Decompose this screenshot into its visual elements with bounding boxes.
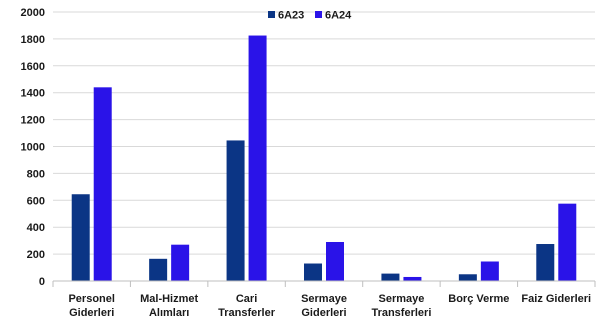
bar-6a23: [536, 244, 554, 281]
y-tick-label: 800: [27, 168, 45, 180]
y-tick-label: 1200: [21, 115, 45, 127]
bar-6a24: [326, 242, 344, 281]
legend-swatch-6a24: [315, 11, 322, 18]
bar-6a24: [481, 261, 499, 281]
x-category-label: Mal-Hizmet: [140, 293, 198, 305]
bar-6a23: [149, 259, 167, 281]
legend: 6A23 6A24: [268, 10, 352, 22]
x-category-label: Giderleri: [301, 307, 346, 319]
x-category-label: Cari: [236, 293, 257, 305]
bar-6a24: [94, 87, 112, 281]
y-axis: 0 200 400 600 800 1000 1200 1400 1600 1800 2000: [21, 7, 45, 288]
bar-6a23: [381, 274, 399, 281]
y-tick-label: 1800: [21, 34, 45, 46]
legend-label-6a23: 6A23: [278, 10, 304, 22]
y-tick-label: 0: [39, 276, 45, 288]
bar-6a23: [304, 264, 322, 281]
x-category-label: Transferler: [218, 307, 276, 319]
x-category-label: Faiz Giderleri: [521, 293, 591, 305]
y-tick-label: 400: [27, 222, 45, 234]
y-tick-label: 1400: [21, 88, 45, 100]
bar-6a24: [249, 36, 267, 281]
y-tick-label: 600: [27, 195, 45, 207]
bar-6a24: [171, 245, 189, 281]
legend-label-6a24: 6A24: [325, 10, 352, 22]
bars: [72, 36, 577, 281]
x-category-label: Personel: [68, 293, 114, 305]
bar-6a24: [403, 277, 421, 281]
x-category-label: Sermaye: [378, 293, 424, 305]
bar-6a23: [459, 274, 477, 281]
x-category-label: Giderleri: [69, 307, 114, 319]
x-category-label: Borç Verme: [448, 293, 509, 305]
x-category-label: Transferleri: [371, 307, 431, 319]
x-axis: Personel Giderleri Mal-Hizmet Alımları Cari T…: [53, 281, 595, 319]
x-category-label: Sermaye: [301, 293, 347, 305]
legend-swatch-6a23: [268, 11, 275, 18]
y-tick-label: 1000: [21, 142, 45, 154]
gridlines: [53, 12, 595, 254]
x-category-label: Alımları: [149, 307, 189, 319]
y-tick-label: 200: [27, 249, 45, 261]
bar-6a23: [227, 140, 245, 281]
y-tick-label: 2000: [21, 7, 45, 19]
bar-6a23: [72, 194, 90, 281]
y-tick-label: 1600: [21, 61, 45, 73]
bar-6a24: [558, 204, 576, 281]
